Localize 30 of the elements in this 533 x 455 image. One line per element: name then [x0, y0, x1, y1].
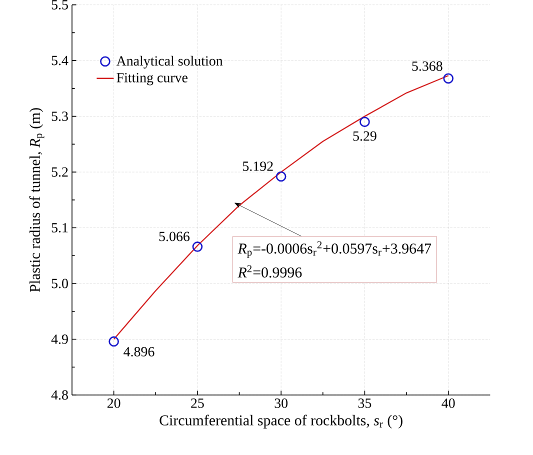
y-tick-label: 5.4	[52, 56, 68, 66]
legend-label: Analytical solution	[116, 56, 223, 69]
point	[108, 336, 119, 347]
x-tick-label: 30	[274, 398, 288, 408]
annotation: R$^{2}$=0.9996	[238, 265, 302, 278]
y-tick-label: 5.0	[52, 278, 68, 288]
y-tick-label: 5.2	[52, 167, 68, 177]
x-axis-title: Circumferential space of rockbolts, s$_{r}$ (°)	[160, 414, 402, 428]
point	[276, 171, 286, 182]
y-tick-label: 4.8	[51, 390, 68, 400]
y-tick-label: 4.9	[51, 334, 68, 344]
data-label: 5.066	[159, 232, 190, 242]
data-label: 5.192	[243, 162, 273, 171]
y-tick-label: 5.3	[52, 112, 68, 122]
y-axis-title: Plastic radius of tunnel, R$_{p}$ (m)	[29, 108, 44, 292]
y-tick-label: 5.1	[52, 223, 68, 232]
data-label: 5.368	[412, 61, 442, 71]
legend-label: Fitting curve	[116, 72, 188, 86]
line-series	[113, 75, 449, 340]
data-label: 5.29	[353, 131, 376, 141]
point	[192, 242, 203, 252]
point	[443, 73, 454, 84]
data-label: 4.896	[124, 347, 154, 356]
x-tick-label: 20	[107, 398, 120, 408]
x-tick-label: 35	[358, 398, 372, 408]
x-tick-label: 40	[442, 398, 455, 408]
y-tick-label: 5.5	[52, 0, 68, 10]
point	[360, 116, 370, 128]
annotation: R$_{p}$=-0.0006s$_{r}$$^{2}$+0.0597s$_{r}$+3.9647	[238, 241, 432, 258]
x-tick-label: 25	[191, 398, 204, 408]
